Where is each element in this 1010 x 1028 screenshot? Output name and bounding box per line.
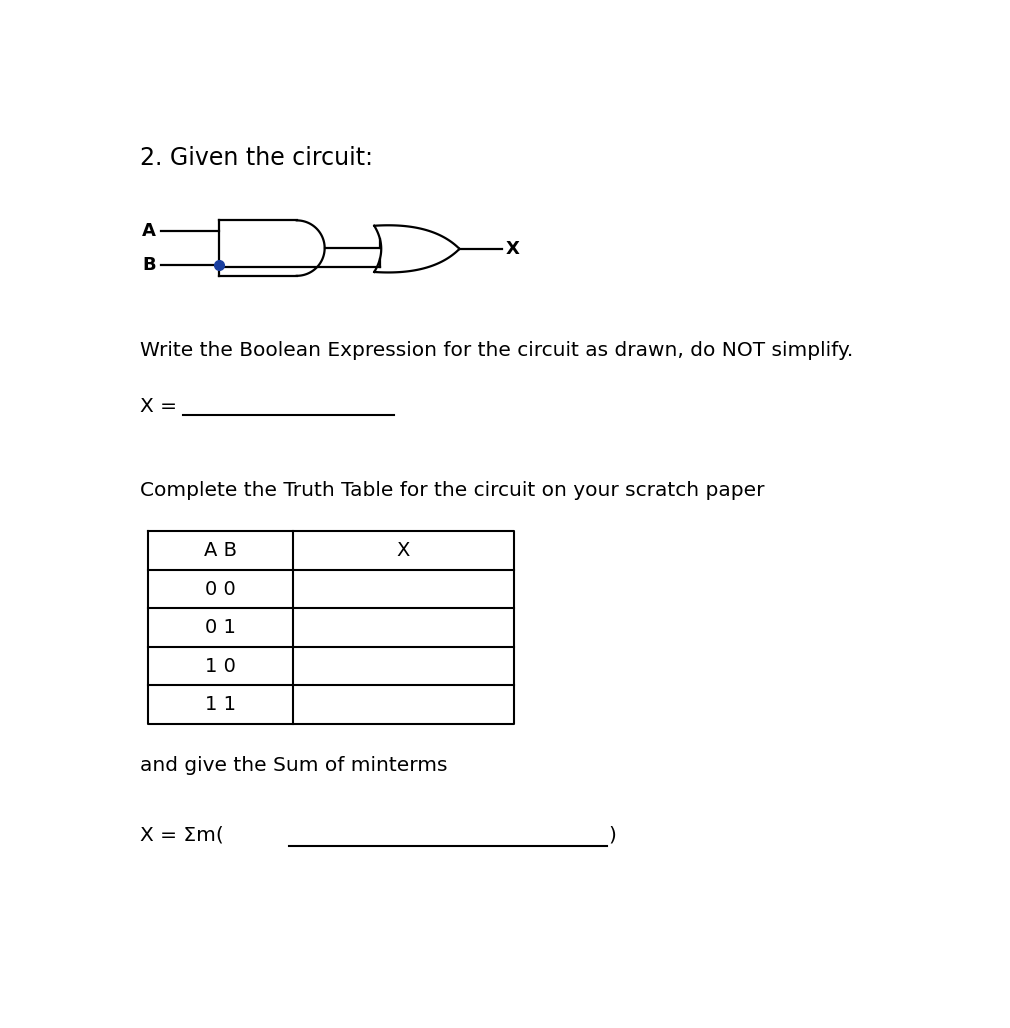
Text: and give the Sum of minterms: and give the Sum of minterms [140,757,447,775]
Text: X = Σm(: X = Σm( [140,825,224,845]
Text: 1 1: 1 1 [205,695,236,714]
Text: ): ) [608,825,616,845]
Text: 2. Given the circuit:: 2. Given the circuit: [140,146,374,171]
Text: Complete the Truth Table for the circuit on your scratch paper: Complete the Truth Table for the circuit… [140,481,765,501]
Text: Write the Boolean Expression for the circuit as drawn, do NOT simplify.: Write the Boolean Expression for the cir… [140,341,853,360]
Text: X: X [506,240,520,258]
Text: 0 0: 0 0 [205,580,235,598]
Text: B: B [142,256,156,274]
Text: A B: A B [204,541,237,560]
Text: 0 1: 0 1 [205,618,236,637]
Text: 1 0: 1 0 [205,657,236,675]
Text: X =: X = [140,397,184,415]
Text: A: A [141,222,156,240]
Text: X: X [397,541,410,560]
